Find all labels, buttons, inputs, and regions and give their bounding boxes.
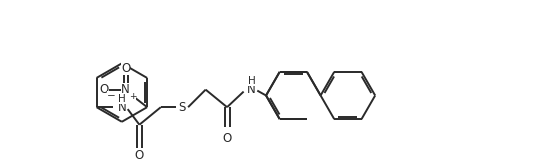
Text: N: N <box>121 83 130 96</box>
Text: O: O <box>100 83 109 96</box>
Text: O: O <box>135 149 144 162</box>
Text: −: − <box>107 91 115 101</box>
Text: +: + <box>129 92 136 101</box>
Text: H: H <box>248 76 255 86</box>
Text: O: O <box>121 62 130 75</box>
Text: O: O <box>223 132 232 145</box>
Text: H: H <box>118 94 125 104</box>
Text: N: N <box>117 101 126 114</box>
Text: S: S <box>178 101 186 114</box>
Text: N: N <box>247 83 256 96</box>
